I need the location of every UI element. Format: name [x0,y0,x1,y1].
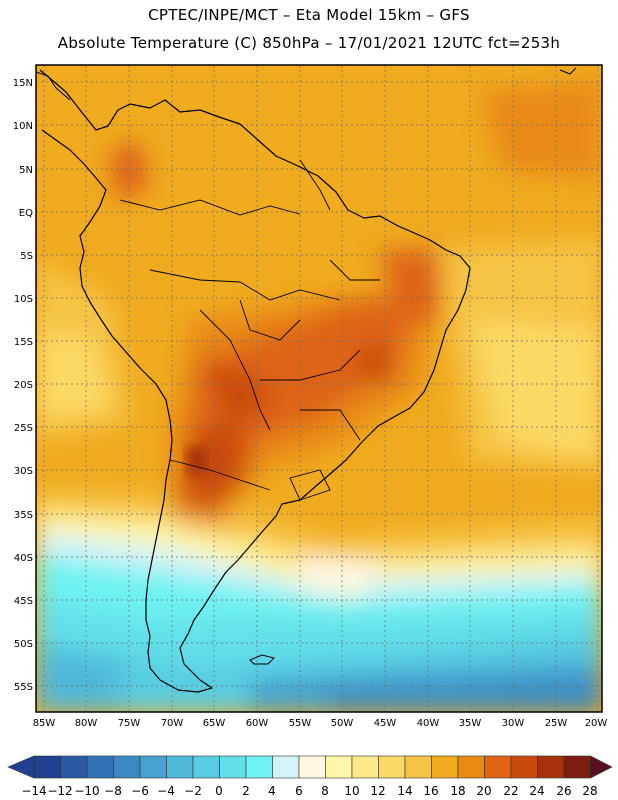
colorbar-arrow-right [590,755,613,779]
colorbar-tick: −4 [157,784,175,798]
colorbar-swatch [139,755,167,779]
colorbar-tick: 8 [321,784,329,798]
lat-label: 5N [19,165,33,176]
colorbar-swatch [86,755,114,779]
lat-label: 35S [14,510,33,521]
lon-label: 65W [203,718,226,729]
grid-lines [36,65,602,712]
colorbar-swatch [484,755,512,779]
colorbar-swatch [166,755,194,779]
colorbar-swatch [33,755,61,779]
map-frame [35,64,603,713]
lat-label: 25S [14,423,33,434]
colorbar-swatch [219,755,247,779]
lon-label: 20W [585,718,608,729]
colorbar-swatch [431,755,459,779]
south-america-coastline [39,69,471,693]
colorbar-swatch [378,755,406,779]
colorbar-swatch [537,755,565,779]
lat-label: 20S [14,380,33,391]
colorbar-tick: 10 [344,784,359,798]
colorbar-tick: 26 [556,784,571,798]
lon-label: 70W [161,718,184,729]
colorbar-tick: −2 [184,784,202,798]
colorbar-tick: 20 [476,784,491,798]
colorbar-swatch [351,755,379,779]
lat-label: 15S [14,337,33,348]
latitude-labels: 15N 10N 5N EQ 5S 10S 15S 20S 25S 30S 35S… [13,78,33,693]
colorbar-swatch [298,755,326,779]
lon-label: 80W [75,718,98,729]
lon-label: 55W [289,718,312,729]
colorbar [7,755,613,779]
lat-label: 45S [14,596,33,607]
colorbar-arrow-left [7,755,35,779]
lon-label: 85W [33,718,56,729]
lat-label: EQ [19,208,33,219]
lon-label: 60W [246,718,269,729]
colorbar-tick: 16 [423,784,438,798]
colorbar-tick: −8 [104,784,122,798]
lon-label: 30W [502,718,525,729]
longitude-labels: 85W 80W 75W 70W 65W 60W 55W 50W 45W 40W … [33,718,608,729]
map-title-line1: CPTEC/INPE/MCT – Eta Model 15km – GFS [148,6,470,24]
lon-label: 75W [118,718,141,729]
colorbar-tick: 0 [215,784,223,798]
lon-label: 45W [374,718,397,729]
colorbar-tick: 28 [582,784,597,798]
colorbar-tick: 14 [397,784,412,798]
colorbar-tick: −12 [47,784,72,798]
country-borders [119,159,380,501]
colorbar-tick: 6 [295,784,303,798]
lon-label: 50W [331,718,354,729]
colorbar-swatch [60,755,88,779]
colorbar-tick: 24 [529,784,544,798]
colorbar-tick: −10 [74,784,99,798]
colorbar-tick: 12 [370,784,385,798]
colorbar-swatch [404,755,432,779]
colorbar-tick: −14 [21,784,46,798]
lat-label: 10S [14,294,33,305]
colorbar-swatch [510,755,538,779]
colorbar-swatch [245,755,273,779]
colorbar-swatch [272,755,300,779]
lon-label: 40W [417,718,440,729]
lat-label: 50S [14,639,33,650]
colorbar-tick: 2 [242,784,250,798]
temperature-field [36,65,602,712]
colorbar-swatch [113,755,141,779]
lon-label: 35W [459,718,482,729]
lat-label: 10N [13,121,33,132]
colorbar-tick: 18 [450,784,465,798]
lat-label: 40S [14,553,33,564]
lat-label: 5S [20,251,33,262]
map-title-line2: Absolute Temperature (C) 850hPa – 17/01/… [57,34,561,52]
lat-label: 55S [14,682,33,693]
colorbar-swatch [192,755,220,779]
colorbar-swatch [457,755,485,779]
colorbar-tick: −6 [131,784,149,798]
lon-label: 25W [545,718,568,729]
lat-label: 30S [14,466,33,477]
colorbar-tick: 4 [268,784,276,798]
colorbar-tick: 22 [503,784,518,798]
colorbar-swatch [325,755,353,779]
colorbar-swatch [563,755,591,779]
lat-label: 15N [13,78,33,89]
colorbar-tick-labels: −14 −12 −10 −8 −6 −4 −2 0 2 4 6 8 10 12 … [21,784,597,798]
